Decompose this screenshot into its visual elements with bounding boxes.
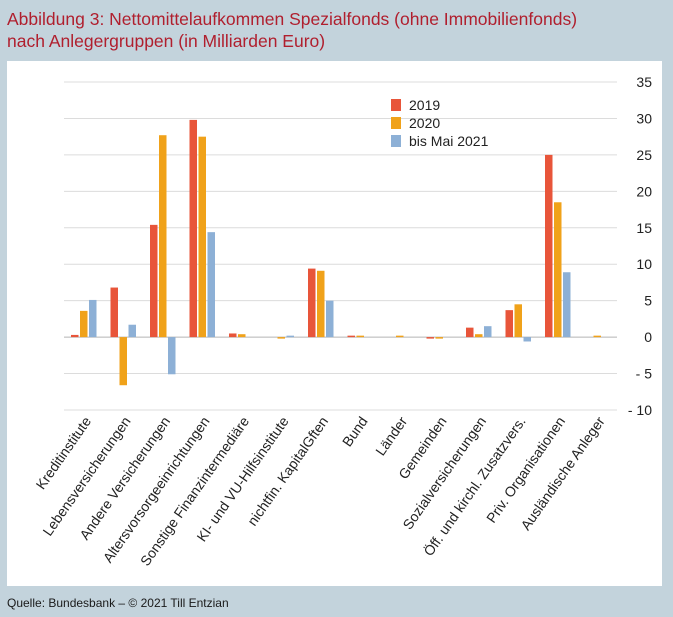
bar-2-6 <box>277 337 285 339</box>
bar-1-8 <box>347 335 355 338</box>
y-tick-label: 30 <box>636 110 652 126</box>
title-line-1: Abbildung 3: Nettomittelaufkommen Spezia… <box>7 9 578 29</box>
bar-1-12 <box>505 310 513 338</box>
chart-panel: 35 30 25 20 15 10 5 0- 5- 10 Kreditinstitute Lebe… <box>7 61 662 586</box>
y-tick-label: 15 <box>636 220 652 236</box>
x-tick-label: Länder <box>372 413 410 458</box>
y-tick-label: 10 <box>636 256 652 272</box>
bar-1-5 <box>229 333 237 338</box>
legend-swatch-1 <box>391 99 401 111</box>
bar-1-7 <box>308 268 316 338</box>
bar-2-13 <box>554 202 562 338</box>
bar-2-3 <box>159 135 167 338</box>
bar-1-11 <box>466 327 474 338</box>
y-tick-label: 35 <box>636 74 652 90</box>
bar-1-1 <box>71 334 79 338</box>
legend-swatch-3 <box>391 135 401 147</box>
legend-label-1: 2019 <box>409 97 440 113</box>
bar-2-10 <box>435 337 443 339</box>
bar-3-12 <box>523 337 531 342</box>
y-tick-label: 0 <box>644 329 652 345</box>
y-tick-label: 5 <box>644 293 652 309</box>
bar-2-9 <box>396 335 404 338</box>
bar-2-1 <box>80 310 88 338</box>
bar-1-3 <box>150 224 158 338</box>
bar-1-2 <box>110 287 118 338</box>
bar-2-7 <box>317 270 325 338</box>
bar-3-13 <box>563 272 571 338</box>
chart-title: Abbildung 3: Nettomittelaufkommen Spezia… <box>7 8 667 52</box>
legend-label-2: 2020 <box>409 115 440 131</box>
title-line-2: nach Anlegergruppen (in Milliarden Euro) <box>7 31 326 51</box>
bar-3-4 <box>207 232 215 338</box>
legend-label-3: bis Mai 2021 <box>409 133 489 149</box>
bar-2-2 <box>119 337 127 386</box>
bar-3-2 <box>128 324 136 338</box>
x-tick-label: Bund <box>339 414 371 450</box>
y-tick-label: - 5 <box>636 366 653 382</box>
bar-1-10 <box>426 337 434 339</box>
y-tick-label: 25 <box>636 147 652 163</box>
bar-2-8 <box>356 335 364 338</box>
y-tick-label: - 10 <box>628 402 652 418</box>
bar-3-11 <box>484 326 492 338</box>
bar-1-4 <box>189 119 197 338</box>
bar-3-3 <box>168 337 176 375</box>
y-tick-label: 20 <box>636 183 652 199</box>
source-note: Quelle: Bundesbank – © 2021 Till Entzian <box>7 596 229 610</box>
bar-3-6 <box>286 335 294 338</box>
bar-2-5 <box>238 334 246 338</box>
bar-1-13 <box>545 154 553 338</box>
bar-2-11 <box>475 334 483 338</box>
bar-2-14 <box>593 335 601 338</box>
legend-swatch-2 <box>391 117 401 129</box>
bar-2-4 <box>198 136 206 338</box>
bar-3-7 <box>326 300 334 338</box>
bar-3-1 <box>89 299 97 338</box>
bar-2-12 <box>514 304 522 338</box>
